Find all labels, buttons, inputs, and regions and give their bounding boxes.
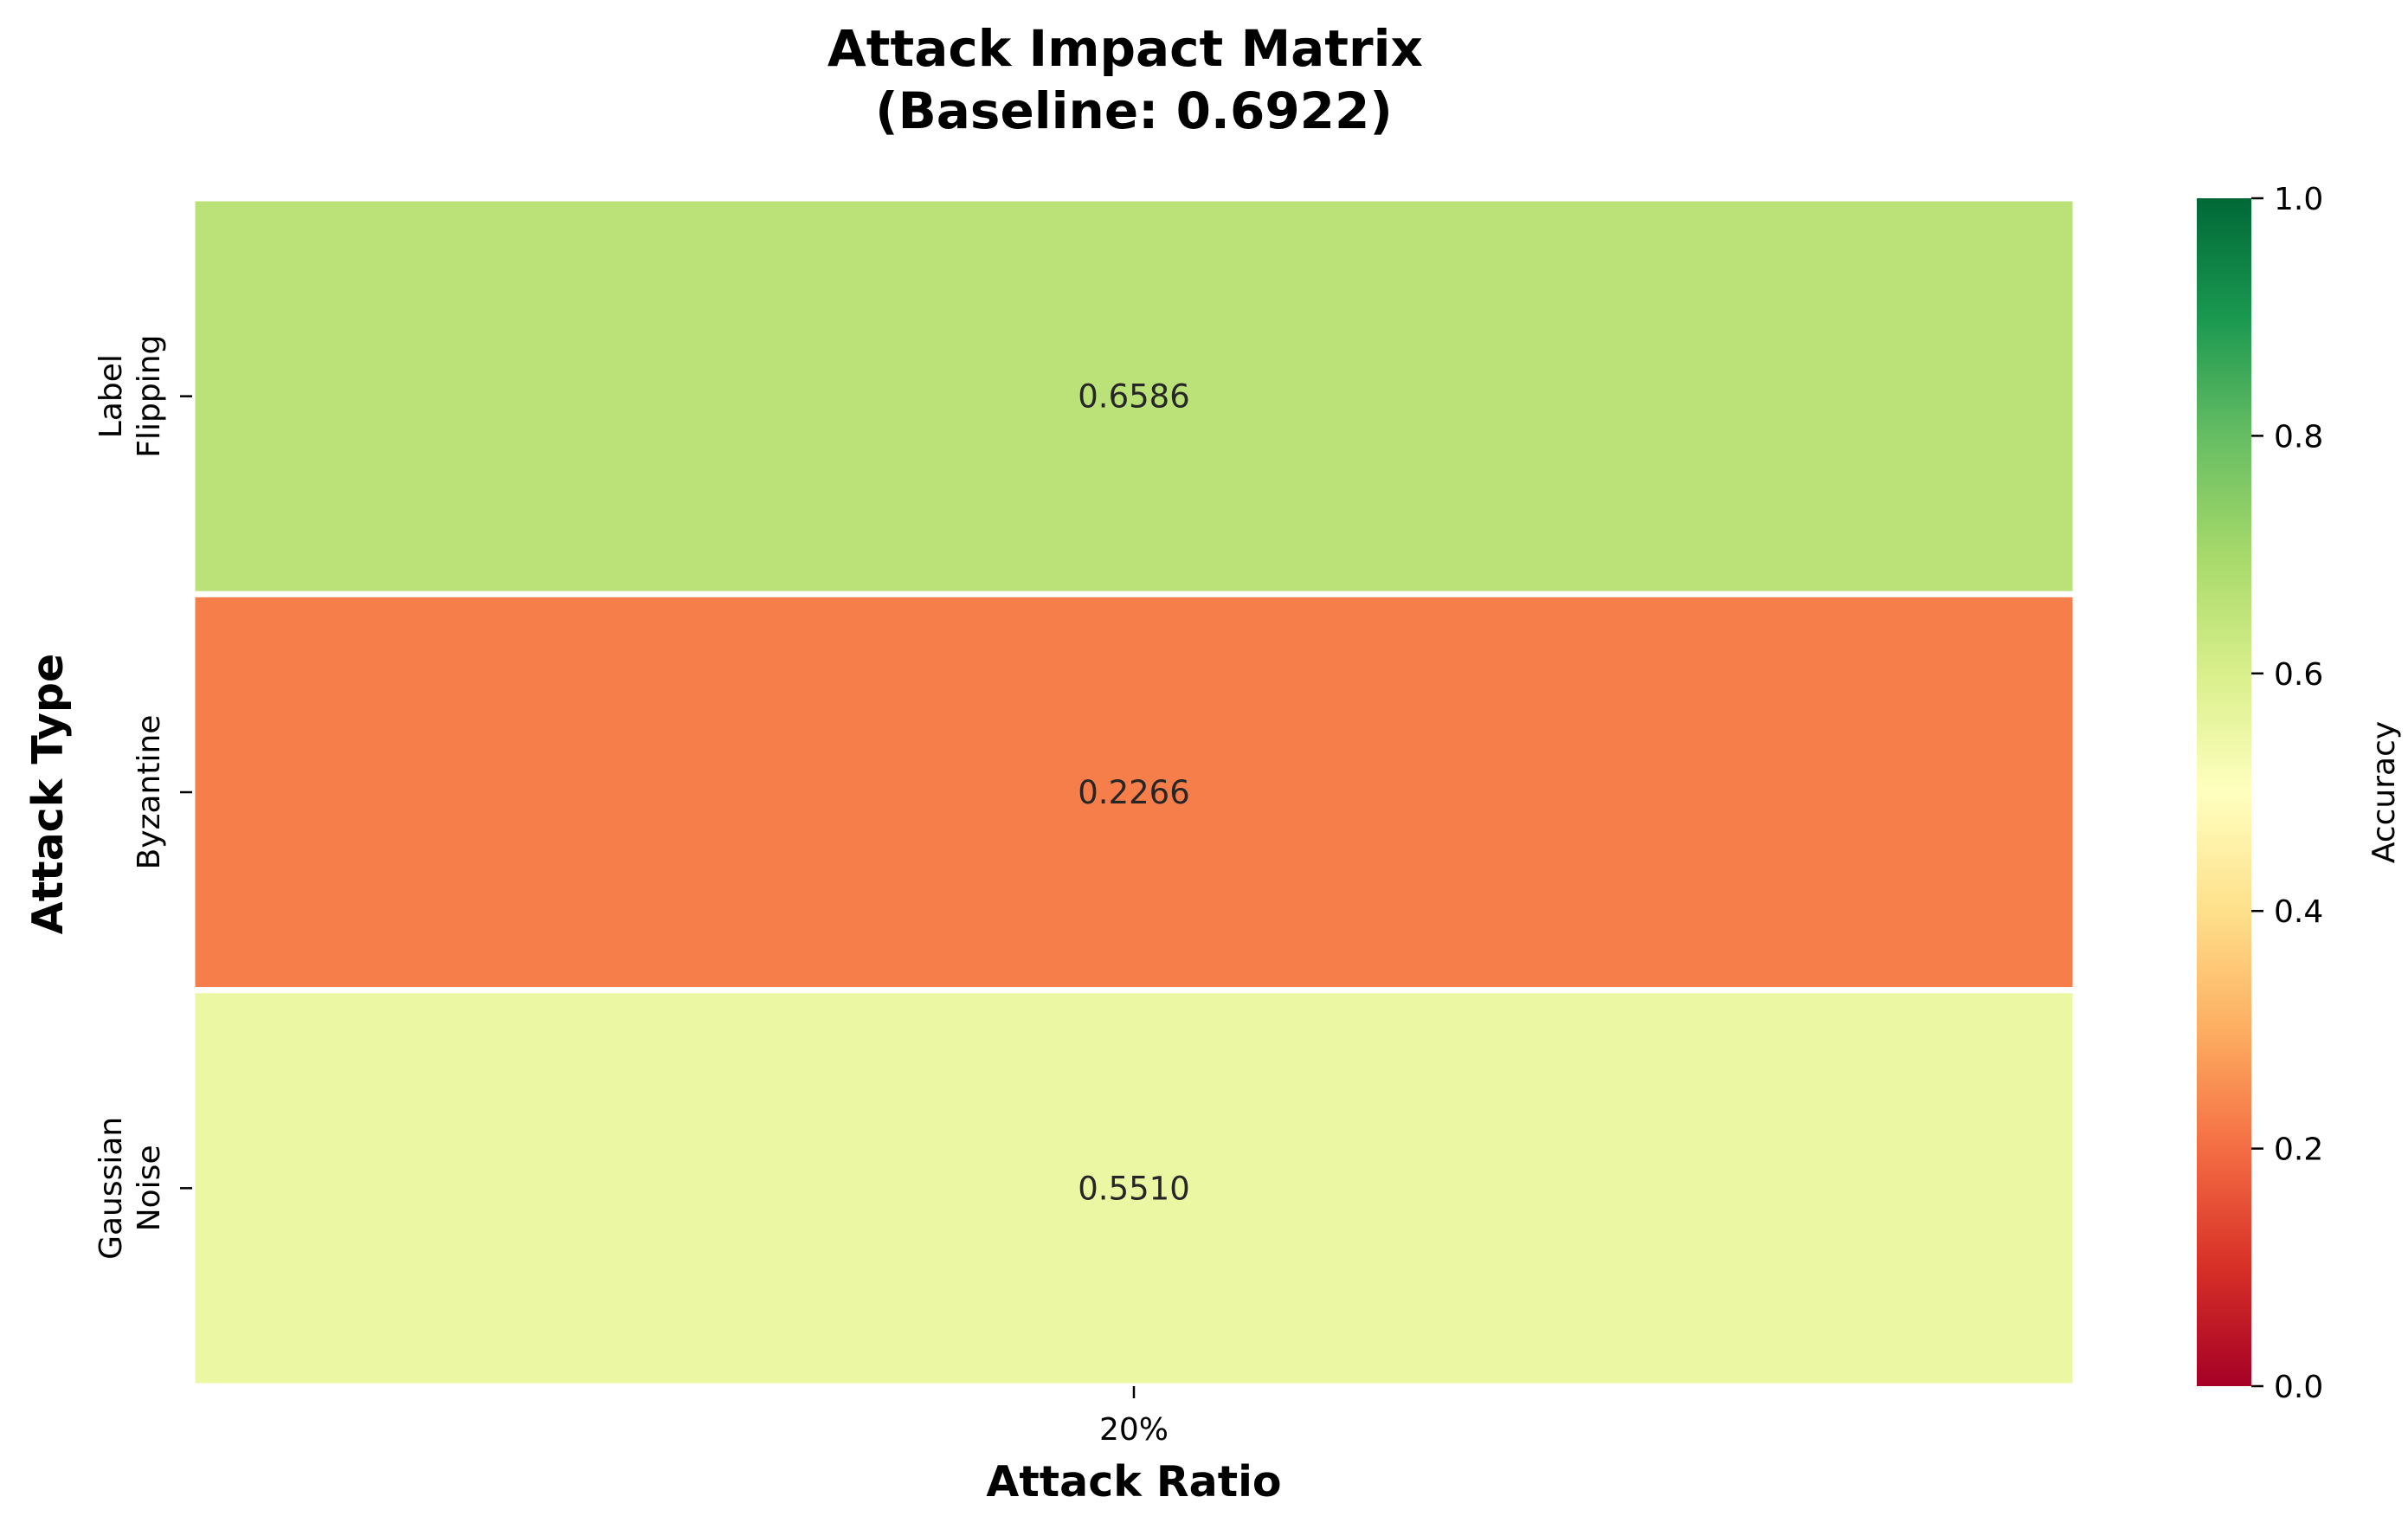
- heatmap-cell-value: 0.2266: [1078, 774, 1189, 811]
- colorbar-title: Accuracy: [2366, 721, 2402, 863]
- heatmap-cell: [189, 195, 2079, 597]
- colorbar: 0.0 0.2 0.4 0.6 0.8 1.0 Accuracy: [2197, 182, 2402, 1405]
- heatmap-cell-value: 0.6586: [1078, 378, 1189, 416]
- colorbar-tick-label: 0.4: [2274, 894, 2323, 930]
- y-axis-title: Attack Type: [23, 654, 73, 934]
- y-tick-label: Byzantine: [132, 715, 167, 870]
- x-axis: 20%: [1099, 1386, 1169, 1448]
- colorbar-tick-label: 1.0: [2274, 182, 2323, 217]
- x-axis-title: Attack Ratio: [986, 1457, 1281, 1506]
- heatmap-cell: [189, 590, 2079, 994]
- heatmap-cell: [189, 987, 2079, 1390]
- chart-title: Attack Impact Matrix (Baseline: 0.6922): [827, 19, 1440, 140]
- colorbar-ticks: 0.0 0.2 0.4 0.6 0.8 1.0: [2251, 182, 2323, 1405]
- y-axis: LabelFlipping Byzantine GaussianNoise: [93, 335, 192, 1260]
- colorbar-tick-label: 0.2: [2274, 1132, 2323, 1168]
- colorbar-tick-label: 0.0: [2274, 1370, 2323, 1405]
- x-tick-label: 20%: [1099, 1412, 1169, 1448]
- chart-title-line-2: (Baseline: 0.6922): [875, 81, 1393, 140]
- y-tick-label: LabelFlipping: [93, 335, 167, 458]
- heatmap-cells: 0.6586 0.2266 0.5510: [189, 195, 2079, 1390]
- chart-title-line-1: Attack Impact Matrix: [827, 19, 1423, 78]
- colorbar-tick-label: 0.8: [2274, 419, 2323, 455]
- heatmap-cell-value: 0.5510: [1078, 1170, 1189, 1207]
- colorbar-gradient: [2197, 198, 2251, 1386]
- colorbar-tick-label: 0.6: [2274, 657, 2323, 693]
- y-tick-label: GaussianNoise: [93, 1117, 167, 1260]
